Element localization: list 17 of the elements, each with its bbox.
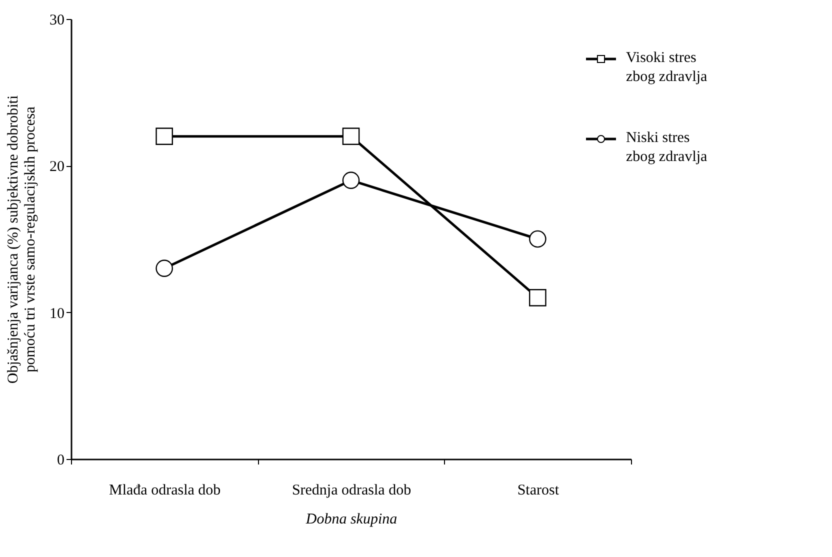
x-tick-label: Srednja odrasla dob xyxy=(292,482,412,498)
x-tick-label: Mlađa odrasla dob xyxy=(109,482,221,498)
y-tick-label: 30 xyxy=(50,12,64,28)
x-axis-title: Dobna skupina xyxy=(304,512,398,528)
point xyxy=(156,128,173,145)
point xyxy=(342,128,360,145)
y-tick-label: 20 xyxy=(50,159,64,176)
point xyxy=(342,172,360,189)
point xyxy=(156,260,173,277)
y-axis-title: Objašnjenja varijanca (%) subjektivne dobrobiti pomoću tri vrste samo-regulacijskih procesa xyxy=(6,95,38,384)
legend-label: Visoki stres zbog zdravlja xyxy=(626,50,708,85)
y-tick-label: 10 xyxy=(50,306,64,322)
point xyxy=(529,289,546,306)
point xyxy=(529,230,546,248)
y-tick-label: 0 xyxy=(57,452,64,468)
legend-label: Niski stres zbog zdravlja xyxy=(626,130,708,165)
x-tick-label: Starost xyxy=(517,482,560,498)
